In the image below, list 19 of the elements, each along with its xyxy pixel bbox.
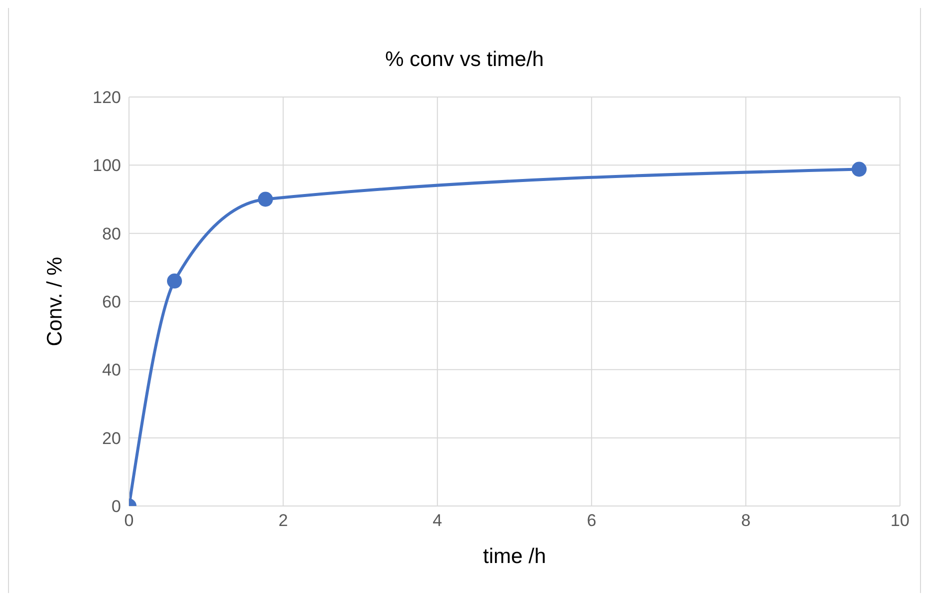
y-tick-label: 20 xyxy=(102,428,121,448)
y-tick-label: 60 xyxy=(102,292,121,312)
y-tick-label: 80 xyxy=(102,224,121,244)
x-tick-label: 4 xyxy=(432,511,442,530)
x-tick-label: 10 xyxy=(890,511,910,530)
x-tick-label: 2 xyxy=(278,511,288,530)
y-tick-label: 40 xyxy=(102,360,121,380)
point xyxy=(166,274,182,289)
x-tick-label: 6 xyxy=(586,511,596,530)
point xyxy=(258,192,273,207)
y-axis-title: Conv. / % xyxy=(43,256,66,346)
point xyxy=(852,162,867,177)
chart-title: % conv vs time/h xyxy=(384,48,545,72)
y-tick-label: 120 xyxy=(92,88,121,108)
x-tick-label: 0 xyxy=(124,511,134,530)
x-axis-title: time /h xyxy=(482,545,546,568)
y-tick-label: 0 xyxy=(112,497,121,516)
x-tick-label: 8 xyxy=(741,511,751,530)
y-tick-label: 100 xyxy=(92,156,121,176)
